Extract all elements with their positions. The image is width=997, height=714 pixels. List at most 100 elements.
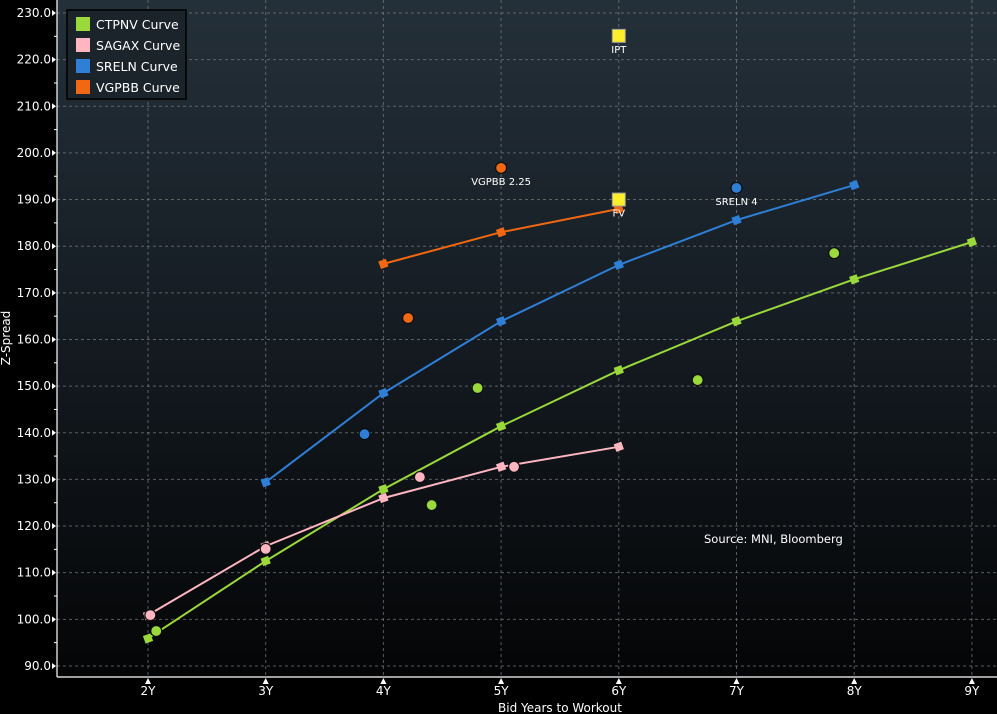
- sagax-curve-point: [613, 441, 624, 452]
- sreln-curve-point: [378, 387, 389, 399]
- ipt-marker: [611, 28, 626, 43]
- y-tick-mark: [52, 429, 56, 436]
- y-tick-label: 180.0: [17, 239, 51, 253]
- ctpnv-bond-dot: [425, 498, 438, 512]
- sreln-curve-point: [849, 179, 860, 191]
- sreln-bond-dot: [730, 181, 743, 194]
- ctpnv-curve-line: [147, 241, 973, 640]
- x-tick-mark: [498, 678, 505, 684]
- fv-marker: [611, 192, 626, 207]
- sagax-bond-dot: [144, 609, 157, 622]
- x-tick-mark: [968, 678, 975, 684]
- y-tick-label: 160.0: [17, 332, 51, 346]
- ctpnv-curve-point: [495, 421, 507, 432]
- ctpnv-bond-dot: [691, 373, 704, 387]
- sreln-bond-dot: [358, 428, 371, 441]
- x-tick-label: 9Y: [964, 684, 980, 698]
- legend-label: SAGAX Curve: [96, 38, 180, 53]
- y-tick-mark: [52, 149, 56, 156]
- y-tick-label: 100.0: [17, 612, 51, 626]
- y-tick-mark: [52, 289, 56, 296]
- label-layer: IPT FV VGPBB 2.25 SRELN 4: [471, 45, 757, 220]
- vgpbb-curve-point: [495, 227, 507, 238]
- ctpnv-curve-point: [849, 274, 860, 285]
- x-tick-mark: [615, 678, 622, 684]
- y-tick-mark: [52, 336, 56, 343]
- y-tick-mark: [52, 103, 56, 110]
- y-tick-label: 170.0: [17, 286, 51, 300]
- y-tick-label: 90.0: [24, 659, 51, 673]
- vgpbb-bond-dot: [402, 311, 415, 325]
- x-tick-mark: [380, 678, 387, 684]
- y-tick-mark: [52, 523, 56, 530]
- axes: 90.0 100.0 110.0 120.0 130.0 140.0 150.0 160.0 1…: [17, 0, 997, 698]
- y-tick-mark: [52, 383, 56, 390]
- y-tick-label: 120.0: [17, 519, 51, 533]
- ctpnv-bond-dot: [471, 381, 484, 395]
- ctpnv-curve-point: [142, 633, 154, 644]
- x-tick-label: 7Y: [729, 684, 745, 698]
- legend-swatch: [76, 38, 90, 52]
- sreln-curve-point: [495, 316, 507, 327]
- ctpnv-bond-dot: [828, 247, 841, 260]
- x-axis-title: Bid Years to Workout: [498, 701, 622, 714]
- legend-label: VGPBB Curve: [96, 80, 180, 95]
- y-tick-label: 140.0: [17, 426, 51, 440]
- vgpbb-curve-point: [378, 258, 389, 270]
- x-tick-label: 8Y: [847, 684, 863, 698]
- x-tick-label: 5Y: [494, 684, 510, 698]
- vgpbb-bond-dot: [495, 161, 508, 174]
- legend-label: CTPNV Curve: [96, 17, 179, 32]
- x-tick-label: 4Y: [376, 684, 392, 698]
- sagax-bond-dot: [507, 460, 521, 473]
- sagax-curve-point: [495, 461, 507, 472]
- ctpnv-curve-point: [966, 236, 978, 248]
- legend: CTPNV Curve SAGAX Curve SRELN Curve VGPBB C…: [66, 9, 187, 100]
- ctpnv-curve-point: [260, 555, 271, 567]
- y-tick-mark: [52, 662, 56, 669]
- y-tick-label: 130.0: [17, 472, 51, 486]
- x-tick-label: 2Y: [141, 684, 157, 698]
- y-tick-label: 190.0: [17, 193, 51, 207]
- fv-label: FV: [613, 209, 626, 220]
- legend-swatch: [76, 17, 90, 31]
- ctpnv-curve-point: [378, 484, 389, 495]
- sreln-curve-line: [265, 184, 855, 483]
- y-tick-mark: [52, 196, 56, 203]
- sagax-curve-point: [378, 492, 389, 504]
- x-tick-label: 6Y: [611, 684, 627, 698]
- x-tick-label: 3Y: [258, 684, 274, 698]
- y-tick-label: 150.0: [17, 379, 51, 393]
- legend-swatch: [76, 59, 90, 73]
- series-layer: [142, 179, 978, 644]
- y-tick-label: 210.0: [17, 99, 51, 113]
- y-axis-title: Z-Spread: [0, 311, 13, 366]
- y-tick-label: 200.0: [17, 146, 51, 160]
- x-tick-mark: [851, 678, 858, 684]
- y-tick-mark: [52, 10, 56, 16]
- sreln-curve-point: [731, 214, 742, 226]
- sreln-curve-point: [260, 477, 271, 488]
- sagax-bond-dot: [259, 542, 272, 555]
- ipt-label: IPT: [611, 45, 627, 56]
- marker-layer: [144, 28, 841, 638]
- legend-swatch: [76, 80, 90, 94]
- y-tick-mark: [52, 569, 56, 576]
- plot-background: [57, 0, 997, 677]
- y-tick-label: 230.0: [17, 6, 51, 20]
- ctpnv-curve-point: [613, 365, 624, 376]
- ctpnv-curve-point: [731, 316, 742, 327]
- sreln-curve-point: [613, 259, 624, 270]
- source-note: Source: MNI, Bloomberg: [704, 532, 843, 546]
- x-tick-mark: [145, 678, 151, 684]
- annotation-label: SRELN 4: [715, 197, 757, 208]
- sagax-bond-dot: [413, 470, 426, 484]
- ctpnv-bond-dot: [150, 624, 163, 638]
- y-tick-label: 110.0: [17, 566, 51, 580]
- legend-label: SRELN Curve: [96, 59, 178, 74]
- x-tick-mark: [733, 678, 740, 684]
- annotation-label: VGPBB 2.25: [471, 177, 531, 188]
- x-tick-mark: [262, 678, 269, 684]
- y-tick-mark: [52, 56, 56, 63]
